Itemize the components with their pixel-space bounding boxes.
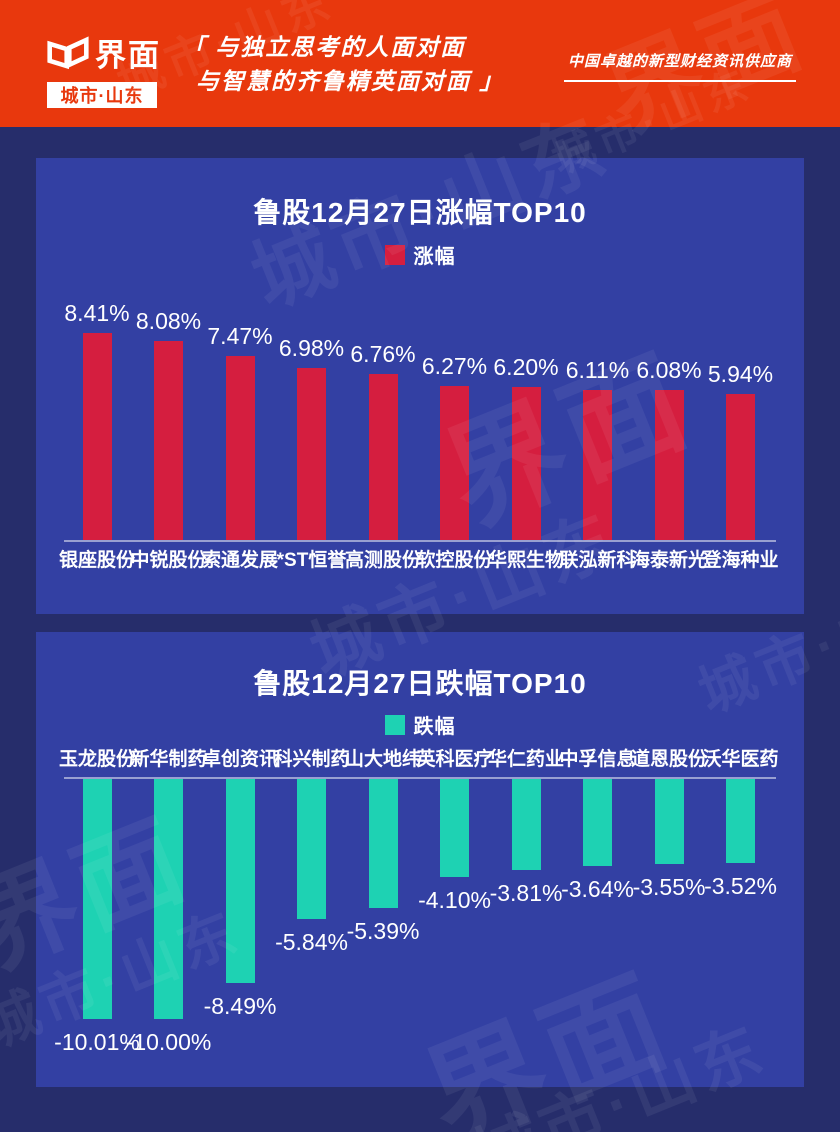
bar-value-label: -10.01% bbox=[54, 1029, 140, 1055]
bar-category-label: 海泰新光 bbox=[630, 550, 707, 571]
bar bbox=[297, 779, 326, 919]
gains-legend: 涨幅 bbox=[36, 240, 804, 269]
bar bbox=[297, 368, 326, 540]
bar-value-label: -3.55% bbox=[632, 874, 706, 900]
bar-category-label: 银座股份 bbox=[58, 550, 135, 571]
losses-bar-chart: -10.01% 玉龙股份 -10.00% 新华制药 -8.49% 卓创资讯 -5.84% 科兴… bbox=[36, 632, 804, 1087]
brand-region-badge: 城市·山东 bbox=[47, 82, 157, 108]
bar-category-label: 高测股份 bbox=[344, 550, 421, 571]
bar-category-label: 中孚信息 bbox=[559, 749, 636, 770]
gains-chart-panel: 鲁股12月27日涨幅TOP10 涨幅 8.41% 银座股份 8.08% 中锐股份 7.4… bbox=[36, 158, 804, 614]
bar-value-label: 7.47% bbox=[207, 323, 273, 349]
gains-chart-title: 鲁股12月27日涨幅TOP10 bbox=[253, 197, 587, 228]
bar bbox=[726, 394, 755, 540]
bar bbox=[154, 779, 183, 1019]
bar-value-label: -5.84% bbox=[275, 929, 348, 955]
losses-legend-swatch bbox=[384, 714, 405, 735]
bar-value-label: -4.10% bbox=[418, 887, 491, 913]
bar bbox=[583, 779, 612, 866]
bar-category-label: 英科医疗 bbox=[416, 749, 493, 770]
losses-legend: 跌幅 bbox=[36, 710, 804, 739]
slogan-line-2: 与智慧的齐鲁精英面对面 」 bbox=[196, 68, 505, 94]
bar-value-label: 6.08% bbox=[636, 357, 702, 383]
bar bbox=[511, 387, 541, 540]
bar-category-label: 新华制药 bbox=[130, 749, 207, 770]
bar-value-label: 6.11% bbox=[565, 357, 630, 383]
header-banner: 界面 城市·山东 「 与独立思考的人面对面 与智慧的齐鲁精英面对面 」 中国卓越… bbox=[0, 0, 840, 127]
x-axis-line bbox=[64, 777, 776, 779]
bar-value-label: 8.08% bbox=[135, 308, 202, 334]
bar-value-label: -3.81% bbox=[489, 880, 563, 906]
header-tagline: 中国卓越的新型财经资讯供应商 bbox=[563, 50, 796, 82]
bar bbox=[225, 779, 255, 983]
brand-logo: 界面 城市·山东 bbox=[47, 30, 161, 108]
header-slogan: 「 与独立思考的人面对面 与智慧的齐鲁精英面对面 」 bbox=[182, 30, 504, 98]
bar bbox=[654, 779, 684, 864]
bar bbox=[511, 779, 541, 870]
bar-category-label: 登海种业 bbox=[702, 550, 779, 571]
bar-value-label: 6.98% bbox=[278, 335, 345, 361]
bar bbox=[225, 356, 255, 540]
bar bbox=[440, 779, 469, 877]
losses-legend-label: 跌幅 bbox=[413, 716, 456, 738]
bar bbox=[154, 341, 183, 540]
bar-value-label: -5.39% bbox=[346, 918, 420, 944]
bar-category-label: 科兴制药 bbox=[273, 749, 350, 770]
bar-category-label: 道恩股份 bbox=[630, 749, 707, 770]
bar-category-label: 华熙生物 bbox=[487, 550, 564, 571]
brand-name: 界面 bbox=[95, 38, 161, 73]
jiemian-logo-icon bbox=[47, 35, 89, 69]
bar bbox=[368, 374, 398, 540]
gains-legend-swatch bbox=[384, 244, 405, 265]
bar bbox=[440, 386, 469, 540]
x-axis-line bbox=[64, 540, 776, 542]
bar-category-label: 联泓新科 bbox=[559, 550, 636, 571]
bar-value-label: -3.52% bbox=[704, 873, 777, 899]
bar-value-label: -10.00% bbox=[125, 1029, 212, 1055]
bar-category-label: *ST恒誉 bbox=[276, 550, 347, 571]
bar bbox=[82, 779, 112, 1019]
gains-legend-label: 涨幅 bbox=[413, 246, 456, 268]
slogan-line-1: 「 与独立思考的人面对面 bbox=[182, 34, 466, 60]
bar-category-label: 沃华医药 bbox=[702, 749, 779, 770]
bar-value-label: 5.94% bbox=[707, 361, 774, 387]
bar bbox=[726, 779, 755, 863]
losses-chart-title: 鲁股12月27日跌幅TOP10 bbox=[253, 668, 587, 699]
bar-category-label: 山大地纬 bbox=[344, 749, 421, 770]
bar bbox=[82, 333, 112, 540]
bar-category-label: 软控股份 bbox=[416, 550, 493, 571]
bar-category-label: 中锐股份 bbox=[130, 550, 207, 571]
bar-category-label: 索通发展 bbox=[201, 550, 278, 571]
bar-value-label: 6.76% bbox=[350, 341, 416, 367]
losses-chart-panel: 鲁股12月27日跌幅TOP10 跌幅 -10.01% 玉龙股份 -10.00% 新华制… bbox=[36, 632, 804, 1087]
bar-value-label: -8.49% bbox=[203, 993, 277, 1019]
bar-value-label: -3.64% bbox=[561, 876, 634, 902]
bar-category-label: 玉龙股份 bbox=[58, 749, 135, 770]
bar-value-label: 8.41% bbox=[64, 300, 130, 326]
bar-value-label: 6.27% bbox=[421, 353, 488, 379]
bar-category-label: 卓创资讯 bbox=[201, 749, 278, 770]
bar bbox=[654, 390, 684, 540]
bar-category-label: 华仁药业 bbox=[487, 749, 564, 770]
gains-bar-chart: 8.41% 银座股份 8.08% 中锐股份 7.47% 索通发展 6.98% *ST恒誉 6.7… bbox=[36, 158, 804, 614]
bar bbox=[368, 779, 398, 908]
bar bbox=[583, 390, 612, 540]
bar-value-label: 6.20% bbox=[493, 354, 559, 380]
